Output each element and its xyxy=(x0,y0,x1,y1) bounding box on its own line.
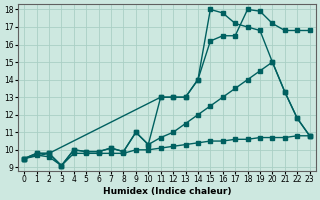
X-axis label: Humidex (Indice chaleur): Humidex (Indice chaleur) xyxy=(103,187,231,196)
